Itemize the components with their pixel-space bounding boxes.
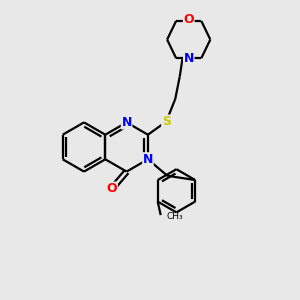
Text: CH₃: CH₃ bbox=[166, 212, 183, 221]
Text: N: N bbox=[143, 153, 153, 166]
Text: O: O bbox=[183, 13, 194, 26]
Text: N: N bbox=[184, 52, 194, 65]
Text: O: O bbox=[107, 182, 117, 195]
Text: N: N bbox=[122, 116, 132, 129]
Text: S: S bbox=[162, 115, 171, 128]
